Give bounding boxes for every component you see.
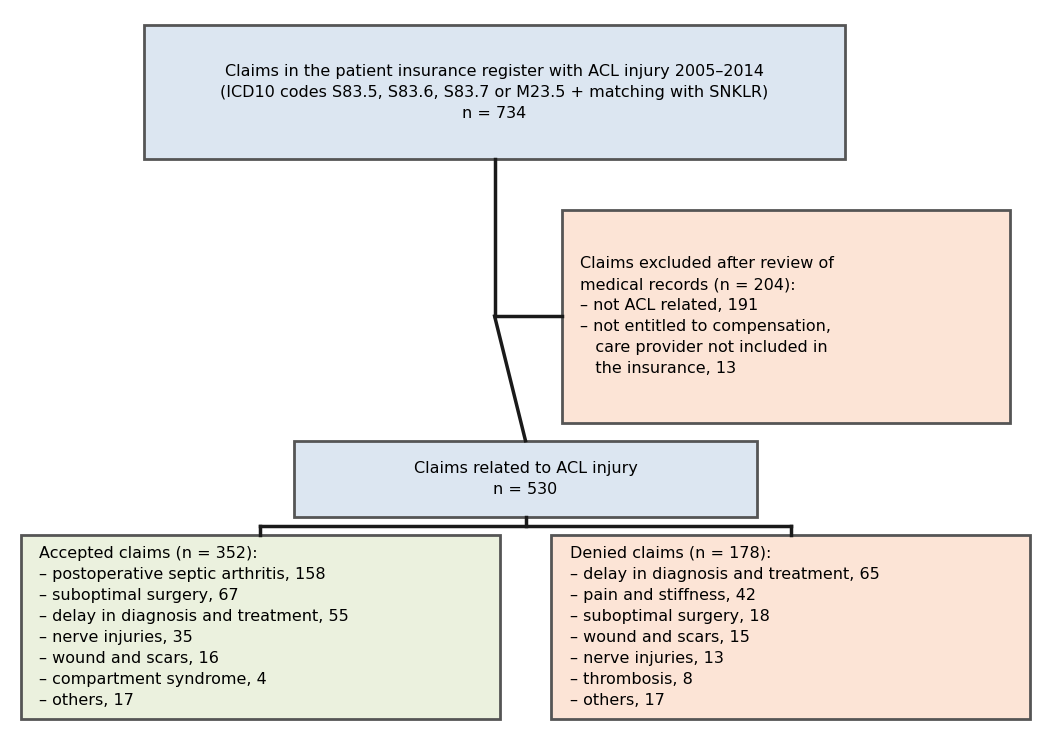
Text: Claims related to ACL injury
n = 530: Claims related to ACL injury n = 530 [413,461,638,497]
FancyBboxPatch shape [294,441,758,517]
FancyBboxPatch shape [21,534,500,719]
Text: Claims in the patient insurance register with ACL injury 2005–2014
(ICD10 codes : Claims in the patient insurance register… [221,63,768,121]
FancyBboxPatch shape [561,209,1010,423]
FancyBboxPatch shape [144,25,845,159]
Text: Denied claims (n = 178):
– delay in diagnosis and treatment, 65
– pain and stiff: Denied claims (n = 178): – delay in diag… [570,545,880,708]
Text: Accepted claims (n = 352):
– postoperative septic arthritis, 158
– suboptimal su: Accepted claims (n = 352): – postoperati… [39,545,349,708]
FancyBboxPatch shape [552,534,1030,719]
Text: Claims excluded after review of
medical records (n = 204):
– not ACL related, 19: Claims excluded after review of medical … [580,256,833,376]
